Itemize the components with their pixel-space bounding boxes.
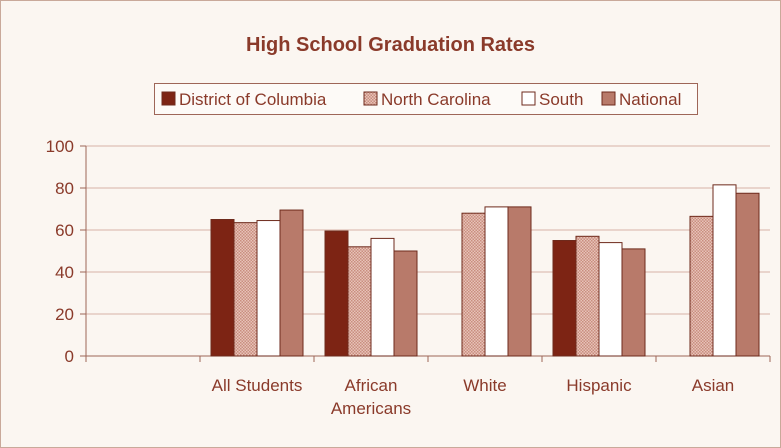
legend-swatch-south bbox=[521, 91, 536, 106]
bar-north-carolina bbox=[347, 246, 372, 357]
bar-north-carolina bbox=[233, 222, 258, 357]
legend-swatch-district-of-columbia bbox=[161, 91, 176, 106]
bar-south bbox=[712, 184, 737, 357]
bar-national bbox=[507, 206, 532, 357]
legend-label-district-of-columbia: District of Columbia bbox=[179, 90, 327, 109]
bar-south bbox=[256, 220, 281, 357]
bar-national bbox=[735, 192, 760, 357]
x-category-label: Asian bbox=[692, 376, 735, 395]
legend-label-national: National bbox=[619, 90, 681, 109]
bar-north-carolina bbox=[689, 215, 714, 357]
y-tick-label: 0 bbox=[65, 347, 74, 366]
bar-national bbox=[393, 250, 418, 357]
bar-south bbox=[484, 206, 509, 357]
y-tick-label: 80 bbox=[55, 179, 74, 198]
bar-south bbox=[370, 237, 395, 357]
y-tick-label: 60 bbox=[55, 221, 74, 240]
bar-district-of-columbia bbox=[324, 230, 349, 357]
bar-national bbox=[621, 248, 646, 357]
bar-north-carolina bbox=[575, 235, 600, 357]
x-category-label: Hispanic bbox=[566, 376, 632, 395]
bar-district-of-columbia bbox=[210, 219, 235, 357]
legend-swatch-north-carolina bbox=[363, 91, 378, 106]
legend: District of Columbia North Carolina South N… bbox=[161, 90, 681, 109]
bar-district-of-columbia bbox=[552, 240, 577, 357]
y-tick-label: 20 bbox=[55, 305, 74, 324]
gridlines bbox=[80, 145, 770, 357]
bar-south bbox=[598, 242, 623, 357]
bar-north-carolina bbox=[461, 212, 486, 357]
x-category-label: All Students bbox=[212, 376, 303, 395]
y-tick-label: 100 bbox=[46, 137, 74, 156]
legend-swatch-national bbox=[601, 91, 616, 106]
x-category-label: White bbox=[463, 376, 506, 395]
bars bbox=[210, 184, 760, 357]
legend-label-north-carolina: North Carolina bbox=[381, 90, 491, 109]
y-tick-label: 40 bbox=[55, 263, 74, 282]
x-category-label: African bbox=[345, 376, 398, 395]
legend-label-south: South bbox=[539, 90, 583, 109]
x-category-label: Americans bbox=[331, 399, 411, 418]
labels: 0 20 40 60 80 100 All Students African Americans… bbox=[46, 137, 735, 418]
bar-national bbox=[279, 209, 304, 357]
axes bbox=[85, 146, 771, 362]
chart-title: High School Graduation Rates bbox=[246, 34, 535, 56]
